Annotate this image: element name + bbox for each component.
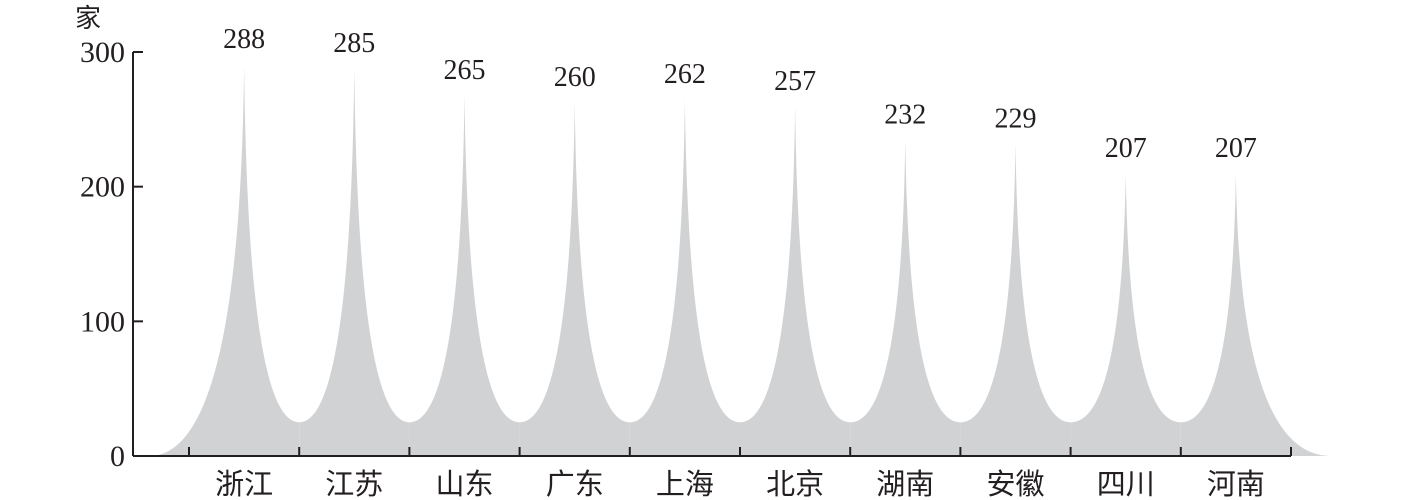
data-label: 285: [333, 28, 375, 59]
peak-area-4: [629, 99, 740, 456]
peak-area-2: [409, 95, 520, 456]
y-tick-label: 0: [110, 440, 125, 473]
peak-area-7: [960, 143, 1071, 456]
data-label: 207: [1215, 133, 1257, 164]
y-tick-label: 100: [80, 305, 125, 338]
data-label: 265: [444, 55, 486, 86]
x-tick-label: 湖南: [876, 468, 934, 500]
peak-area-1: [299, 68, 410, 456]
y-tick-label: 300: [80, 36, 125, 69]
data-label: 260: [554, 62, 596, 93]
x-tick-label: 上海: [656, 468, 714, 500]
x-tick-label: 北京: [766, 468, 824, 500]
data-label: 207: [1105, 133, 1147, 164]
x-tick-label: 河南: [1207, 468, 1265, 500]
x-tick-label: 江苏: [325, 468, 383, 500]
data-label: 257: [774, 66, 816, 97]
data-label: 229: [995, 104, 1037, 135]
x-tick-label: 浙江: [215, 468, 273, 500]
data-label: 232: [884, 100, 926, 131]
x-tick-label: 广东: [546, 468, 604, 500]
peak-area-9: [1180, 173, 1331, 457]
x-tick-label: 四川: [1097, 469, 1155, 500]
peak-area-6: [850, 139, 961, 456]
x-tick-label: 山东: [435, 468, 493, 500]
peak-area-0: [149, 64, 300, 456]
data-label: 262: [664, 59, 706, 90]
peak-area-5: [740, 105, 851, 456]
x-tick-label: 安徽: [986, 468, 1044, 500]
peak-area-8: [1070, 173, 1181, 457]
peak-area-3: [519, 101, 630, 456]
data-label: 288: [223, 24, 265, 55]
y-tick-label: 200: [80, 171, 125, 204]
y-axis-unit-label: 家: [75, 4, 101, 33]
